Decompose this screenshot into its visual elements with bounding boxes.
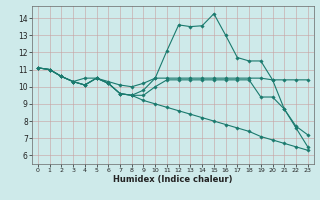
X-axis label: Humidex (Indice chaleur): Humidex (Indice chaleur): [113, 175, 233, 184]
